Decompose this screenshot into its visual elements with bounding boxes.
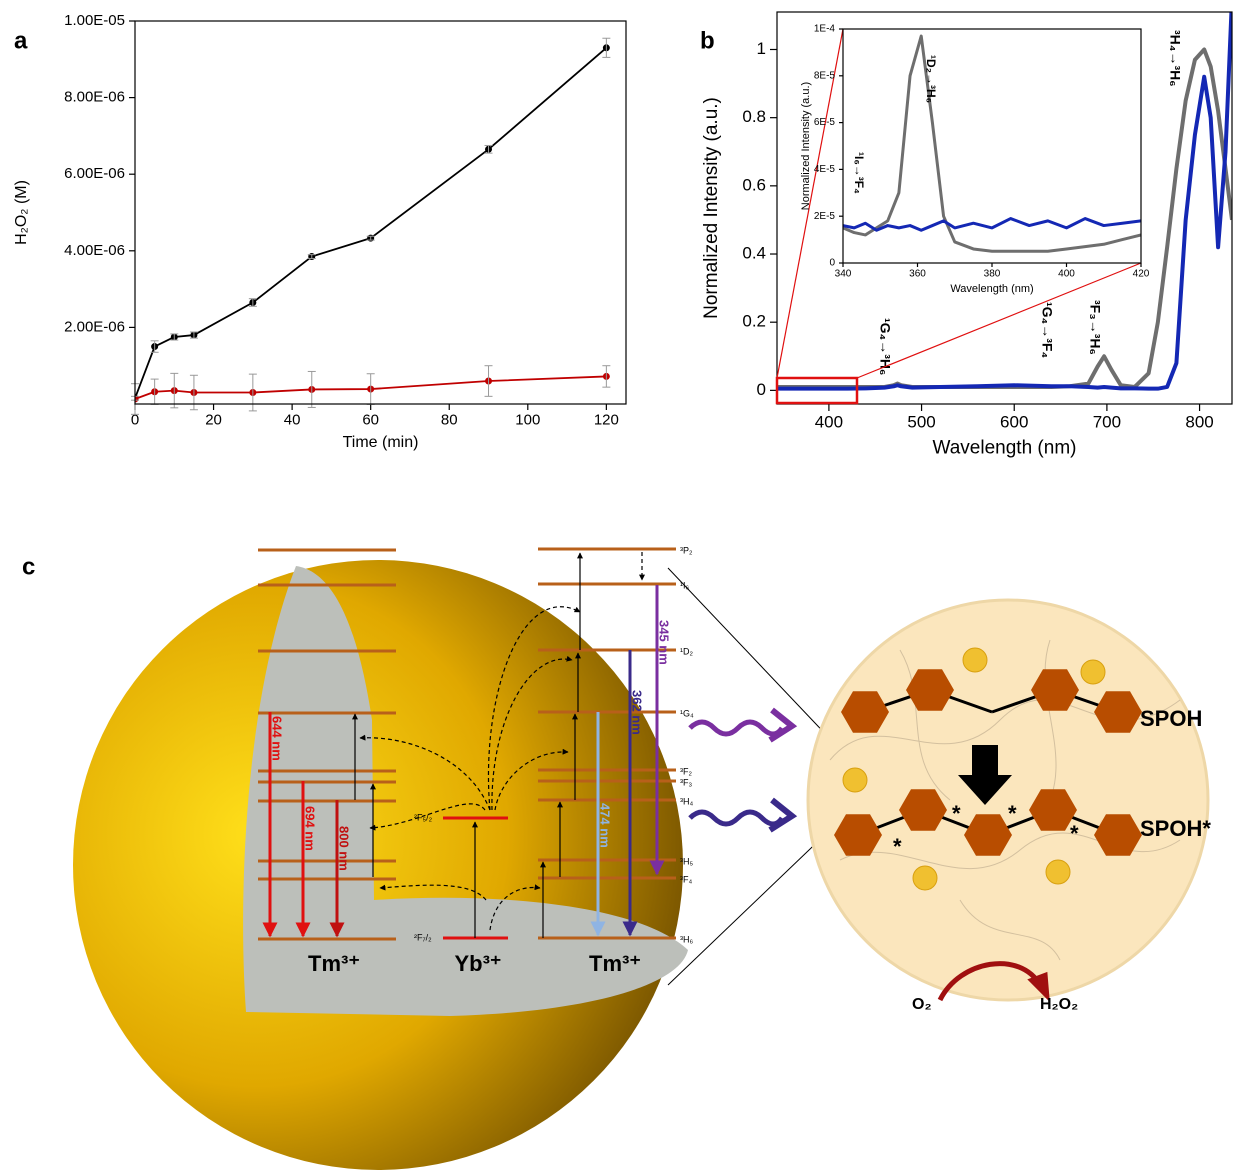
panel-label: a xyxy=(14,27,28,54)
series-line xyxy=(135,48,606,398)
panel-label: b xyxy=(700,27,715,54)
level-label: ³H₄ xyxy=(680,796,693,806)
x-tick-label: 400 xyxy=(1058,269,1075,280)
level-label: ²F₇/₂ xyxy=(414,932,432,942)
y-tick-label: 0 xyxy=(829,258,835,269)
y-tick-label: 0.6 xyxy=(742,175,766,194)
level-label: ³F₂ xyxy=(680,766,692,776)
emission-label: 800 nm xyxy=(337,826,352,871)
annotation: ³F₃→³H₆ xyxy=(1087,300,1103,355)
particle xyxy=(843,768,867,792)
series-group xyxy=(132,44,610,402)
axes-frame xyxy=(135,21,626,404)
y-tick-label: 0.4 xyxy=(742,244,766,263)
particle xyxy=(1081,660,1105,684)
y-tick-label: 6E-5 xyxy=(814,117,836,128)
x-axis-label: Wavelength (nm) xyxy=(933,437,1077,458)
particle xyxy=(963,648,987,672)
wavy-arrow-head xyxy=(770,710,792,740)
wavy-arrow xyxy=(690,812,782,824)
annotation: ¹D₂→³H₆ xyxy=(924,55,938,103)
ion-label: Tm³⁺ xyxy=(308,951,360,976)
annotation: ¹G₄→³F₄ xyxy=(1039,302,1055,358)
level-label: ³F₄ xyxy=(680,874,692,884)
x-tick-label: 100 xyxy=(515,411,540,428)
wavy-arrow-head xyxy=(770,800,792,830)
y-tick-label: 0 xyxy=(757,380,766,399)
x-tick-label: 800 xyxy=(1185,412,1213,431)
x-tick-label: 20 xyxy=(205,411,222,428)
y-axis-label: Normalized Intensity (a.u.) xyxy=(800,82,812,210)
asterisk: * xyxy=(1070,821,1079,846)
zoom-line xyxy=(668,828,832,985)
x-tick-label: 600 xyxy=(1000,412,1028,431)
emission-label: 644 nm xyxy=(270,716,285,761)
y-tick-label: 8.00E-06 xyxy=(64,89,125,106)
x-tick-label: 500 xyxy=(907,412,935,431)
x-tick-label: 120 xyxy=(594,411,619,428)
annotation: ³H₄→³H₆ xyxy=(1167,30,1183,87)
y-tick-label: 2E-5 xyxy=(814,211,836,222)
molecule-label: SPOH* xyxy=(1140,816,1211,841)
y-tick-label: 4E-5 xyxy=(814,164,836,175)
y-tick-label: 4.00E-06 xyxy=(64,242,125,259)
y-axis-label: H₂O₂ (M) xyxy=(13,180,30,245)
y-tick-label: 1 xyxy=(757,39,766,58)
particle xyxy=(1046,860,1070,884)
asterisk: * xyxy=(952,801,961,826)
x-tick-label: 360 xyxy=(909,269,926,280)
ion-label: Yb³⁺ xyxy=(454,951,501,976)
x-axis-label: Time (min) xyxy=(343,434,419,451)
emission-label: 474 nm xyxy=(598,803,613,848)
product: H₂O₂ xyxy=(1040,996,1078,1013)
chart: 340 360 380 400 420 0 2E-5 4E-5 6E-5 8E-5 1E-4 Wave… xyxy=(800,24,1150,295)
figure: a b c ³P₂¹I₆¹D₂¹G₄³F₂³F₃³H₄³H₅³F₄³H₆ ²F₅… xyxy=(0,0,1237,1172)
charts: 0 20 40 60 80 100 120 2.00E-06 4.00E-06 6.00E-06 8… xyxy=(13,0,1232,458)
y-tick-label: 8E-5 xyxy=(814,70,836,81)
x-axis-label: Wavelength (nm) xyxy=(950,283,1033,295)
panel-label: c xyxy=(22,553,35,580)
y-tick-label: 1.00E-05 xyxy=(64,12,125,29)
asterisk: * xyxy=(893,834,902,859)
level-label: ¹G₄ xyxy=(680,708,694,718)
molecule-label: SPOH xyxy=(1140,706,1202,731)
x-tick-label: 700 xyxy=(1093,412,1121,431)
level-label: ³P₂ xyxy=(680,545,693,555)
reactant: O₂ xyxy=(912,996,932,1013)
x-tick-label: 400 xyxy=(815,412,843,431)
emission-label: 362 nm xyxy=(630,690,645,735)
y-axis-label: Normalized Intensity (a.u.) xyxy=(701,97,722,319)
ion-label: Tm³⁺ xyxy=(589,951,641,976)
level-label: ³H₆ xyxy=(680,934,693,944)
x-tick-label: 40 xyxy=(284,411,301,428)
level-label: ³F₃ xyxy=(680,777,692,787)
x-tick-label: 80 xyxy=(441,411,458,428)
level-label: ³H₅ xyxy=(680,856,693,866)
wavy-arrow xyxy=(690,722,782,734)
y-tick-label: 0.8 xyxy=(742,107,766,126)
y-tick-label: 6.00E-06 xyxy=(64,165,125,182)
x-tick-label: 420 xyxy=(1133,269,1150,280)
asterisk: * xyxy=(1008,801,1017,826)
level-label: ¹I₆ xyxy=(680,580,689,590)
particle xyxy=(913,866,937,890)
annotation: ¹I₆→³F₄ xyxy=(852,152,866,194)
y-tick-label: 2.00E-06 xyxy=(64,318,125,335)
emission-label: 345 nm xyxy=(657,620,672,665)
emission-label: 694 nm xyxy=(303,806,318,851)
x-tick-label: 340 xyxy=(835,269,852,280)
x-tick-label: 60 xyxy=(362,411,379,428)
y-tick-label: 0.2 xyxy=(742,312,766,331)
y-tick-label: 1E-4 xyxy=(814,24,836,35)
level-label: ¹D₂ xyxy=(680,646,693,656)
x-tick-label: 380 xyxy=(984,269,1001,280)
